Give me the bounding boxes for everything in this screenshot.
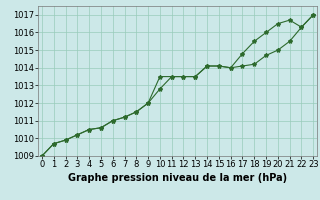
X-axis label: Graphe pression niveau de la mer (hPa): Graphe pression niveau de la mer (hPa) [68,173,287,183]
